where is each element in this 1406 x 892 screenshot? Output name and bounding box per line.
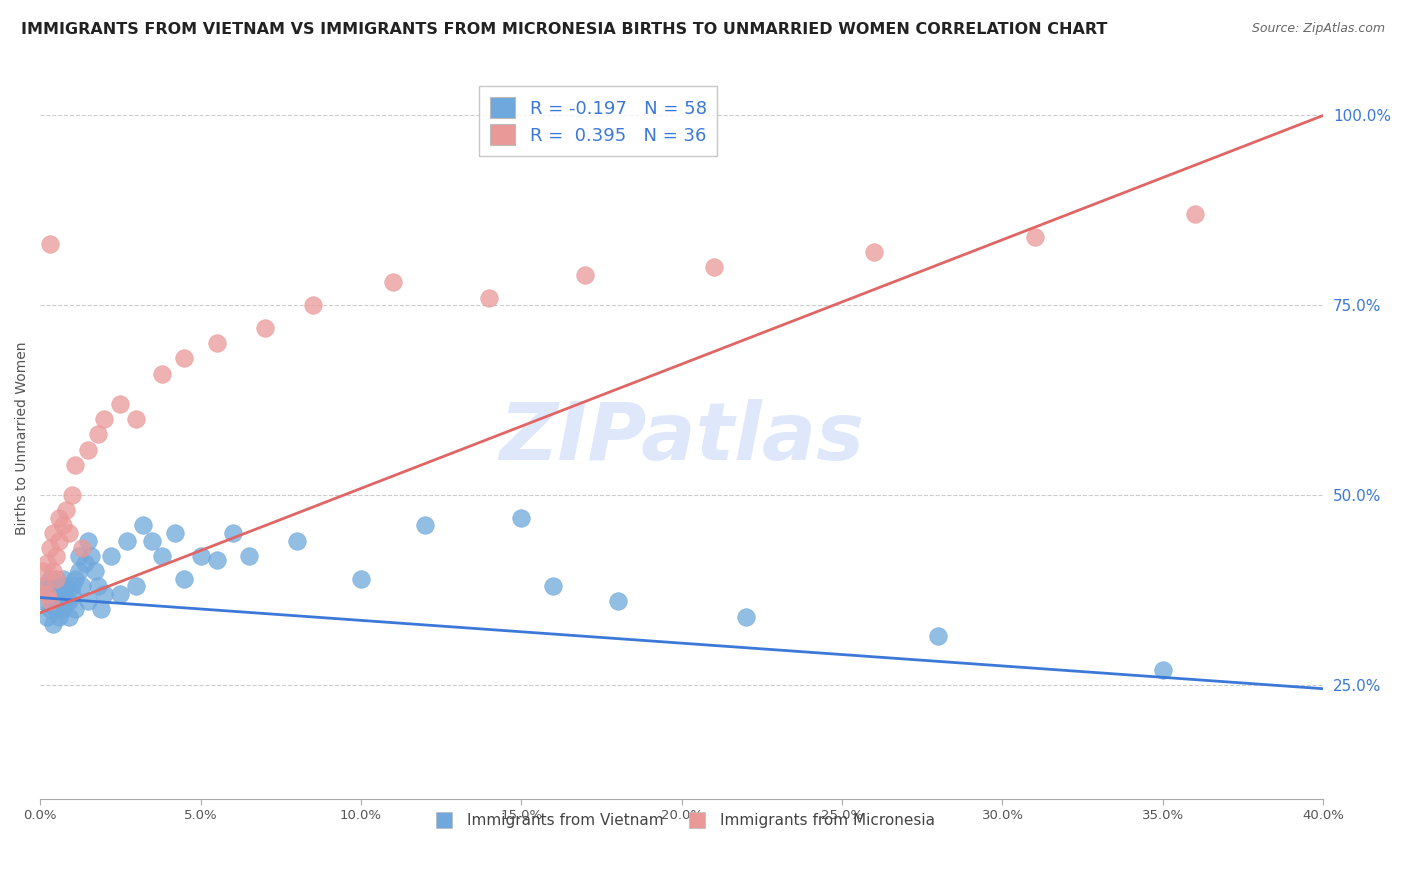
Point (48, 533, 70, 548)
Point (38, 541, 60, 556)
Point (35, 557, 58, 571)
Point (141, 533, 163, 548)
Point (927, 629, 949, 643)
Point (42, 564, 65, 578)
Point (606, 594, 628, 608)
Point (163, 526, 186, 541)
Point (55, 594, 77, 608)
Point (38, 587, 60, 601)
Point (38, 572, 60, 586)
Point (150, 367, 173, 381)
Point (478, 291, 501, 305)
Point (734, 609, 756, 624)
Point (110, 397, 132, 411)
Point (87, 579, 110, 593)
Point (413, 518, 436, 533)
Point (45, 572, 67, 586)
Point (38, 237, 60, 252)
Point (574, 268, 596, 282)
Point (221, 526, 243, 541)
Point (543, 579, 565, 593)
Point (190, 549, 212, 563)
Point (70, 579, 93, 593)
Point (60, 488, 83, 502)
Point (48, 511, 70, 525)
Point (60, 587, 83, 601)
Point (1024, 230, 1046, 244)
Point (51, 572, 73, 586)
Point (65, 602, 87, 616)
Point (32, 579, 55, 593)
Point (67, 564, 90, 578)
Point (87, 427, 110, 442)
Point (90, 602, 112, 616)
Point (80, 549, 103, 563)
Text: IMMIGRANTS FROM VIETNAM VS IMMIGRANTS FROM MICRONESIA BIRTHS TO UNMARRIED WOMEN : IMMIGRANTS FROM VIETNAM VS IMMIGRANTS FR… (21, 22, 1108, 37)
Point (173, 572, 195, 586)
Point (45, 549, 67, 563)
Point (45, 587, 67, 601)
Point (253, 321, 276, 335)
Point (301, 298, 323, 312)
Point (42, 617, 65, 632)
Point (35, 579, 58, 593)
Point (51, 602, 73, 616)
Point (51, 518, 73, 533)
Point (58, 594, 80, 608)
Point (173, 351, 195, 366)
Point (125, 579, 148, 593)
Point (45, 572, 67, 586)
Point (285, 533, 308, 548)
Point (38, 602, 60, 616)
Point (350, 572, 373, 586)
Point (110, 587, 132, 601)
Point (703, 260, 725, 275)
Point (65, 572, 87, 586)
Point (32, 564, 55, 578)
Point (205, 552, 228, 566)
Point (42, 579, 65, 593)
Point (238, 549, 260, 563)
Point (42, 594, 65, 608)
Point (67, 549, 90, 563)
Point (77, 594, 100, 608)
Point (125, 412, 148, 426)
Point (100, 549, 122, 563)
Point (510, 511, 533, 525)
Point (58, 609, 80, 624)
Point (58, 526, 80, 541)
Point (35, 609, 58, 624)
Point (132, 518, 155, 533)
Point (42, 526, 65, 541)
Point (863, 245, 886, 260)
Point (70, 541, 93, 556)
Point (73, 557, 96, 571)
Point (38, 594, 60, 608)
Point (55, 503, 77, 517)
Point (35, 587, 58, 601)
Point (60, 579, 83, 593)
Point (45, 602, 67, 616)
Point (77, 533, 100, 548)
Point (77, 442, 100, 457)
Text: Source: ZipAtlas.com: Source: ZipAtlas.com (1251, 22, 1385, 36)
Y-axis label: Births to Unmarried Women: Births to Unmarried Women (15, 342, 30, 535)
Point (55, 579, 77, 593)
Point (65, 458, 87, 472)
Point (93, 587, 115, 601)
Point (382, 276, 405, 290)
Point (48, 609, 70, 624)
Point (150, 549, 173, 563)
Point (205, 336, 228, 351)
Point (48, 594, 70, 608)
Text: ZIPatlas: ZIPatlas (499, 399, 865, 477)
Point (32, 594, 55, 608)
Point (1184, 207, 1206, 221)
Point (83, 564, 105, 578)
Point (93, 412, 115, 426)
Point (115, 533, 138, 548)
Point (1152, 663, 1174, 677)
Legend: Immigrants from Vietnam, Immigrants from Micronesia: Immigrants from Vietnam, Immigrants from… (422, 807, 941, 835)
Point (51, 587, 73, 601)
